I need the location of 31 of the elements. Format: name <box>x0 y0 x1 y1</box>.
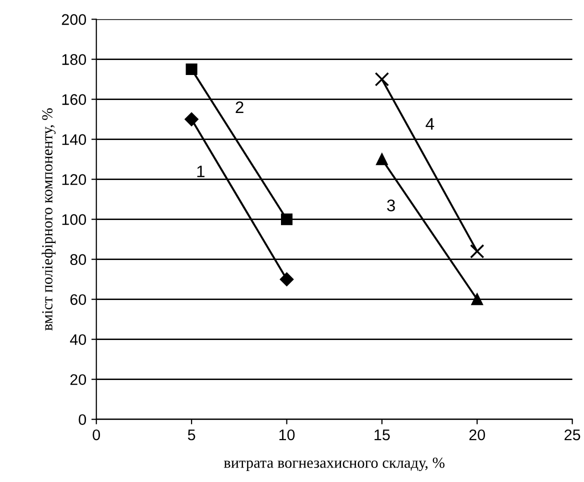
x-tick-label: 5 <box>188 430 196 440</box>
y-tick-label: 120 <box>62 174 86 185</box>
x-tick-label: 20 <box>469 429 486 440</box>
series-label: 2 <box>236 101 244 114</box>
y-axis-title: вміст поліефірного компоненту, % <box>42 108 56 331</box>
series-label: 4 <box>426 118 434 130</box>
x-tick-label: 0 <box>92 429 100 440</box>
y-tick-label: 60 <box>70 294 86 306</box>
x-axis-title: витрата вогнезахисного складу, % <box>224 458 444 472</box>
point <box>374 72 390 86</box>
y-tick-label: 100 <box>62 214 86 225</box>
point <box>184 112 198 126</box>
y-tick-label: 140 <box>62 134 86 145</box>
series-label: 3 <box>387 200 395 212</box>
y-tick-label: 20 <box>70 374 86 386</box>
x-tick-label: 15 <box>374 430 390 440</box>
x-tick-label: 25 <box>564 429 580 440</box>
point <box>471 294 483 306</box>
point <box>470 244 484 258</box>
y-tick-label: 200 <box>62 14 86 25</box>
y-tick-label: 180 <box>62 54 86 65</box>
point <box>280 214 293 226</box>
y-tick-label: 80 <box>70 254 86 265</box>
y-tick-label: 160 <box>62 94 86 105</box>
x-tick-label: 10 <box>279 429 295 440</box>
y-tick-label: 0 <box>78 414 86 426</box>
point <box>280 272 294 286</box>
point <box>376 154 388 166</box>
series-label: 1 <box>197 166 204 178</box>
y-tick-label: 40 <box>70 334 86 346</box>
point <box>186 64 198 76</box>
